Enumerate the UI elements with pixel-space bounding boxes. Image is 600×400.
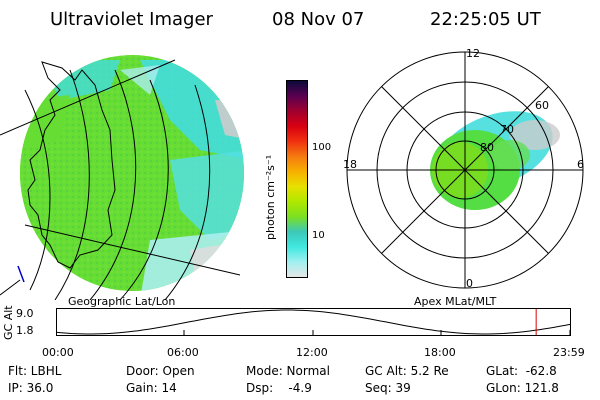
info-glat: GLat: -62.8 [486, 364, 557, 378]
mlat-label-70: 70 [500, 123, 514, 136]
alt-ytick-max: 9.0 [16, 307, 34, 320]
info-dsp: Dsp: -4.9 [246, 381, 312, 395]
info-gc-alt: GC Alt: 5.2 Re [365, 364, 449, 378]
mlat-label-60: 60 [535, 99, 549, 112]
mlt-label-12: 12 [466, 47, 480, 60]
info-glon: GLon: 121.8 [486, 381, 559, 395]
colorbar-tick-100: 100 [312, 142, 332, 153]
info-ip: IP: 36.0 [8, 381, 54, 395]
info-seq: Seq: 39 [365, 381, 411, 395]
instrument-title: Ultraviolet Imager [50, 9, 213, 30]
mlt-label-18: 18 [343, 158, 357, 171]
info-mode: Mode: Normal [246, 364, 330, 378]
mlat-label-80: 80 [480, 141, 494, 154]
altitude-curve [56, 309, 571, 335]
colorbar [286, 80, 308, 278]
alt-xtick-3: 18:00 [424, 346, 456, 359]
observation-date: 08 Nov 07 [272, 9, 365, 30]
colorbar-label: photon cm⁻²s⁻¹ [264, 154, 277, 240]
observation-time: 22:25:05 UT [430, 9, 541, 30]
polar-map-label: Apex MLat/MLT [414, 295, 497, 308]
polar-map: 12 18 6 0 60 70 80 [343, 47, 584, 290]
info-gain: Gain: 14 [126, 381, 177, 395]
alt-ytick-min: 1.8 [16, 324, 34, 337]
geographic-map [0, 55, 244, 300]
mlt-label-0: 0 [466, 277, 473, 290]
info-filter: Flt: LBHL [8, 364, 62, 378]
alt-plot-ylabel: GC Alt [2, 305, 15, 340]
alt-xtick-4: 23:59 [553, 346, 585, 359]
info-door: Door: Open [126, 364, 195, 378]
colorbar-tick-10: 10 [312, 230, 325, 241]
alt-xtick-2: 12:00 [296, 346, 328, 359]
alt-xtick-1: 06:00 [167, 346, 199, 359]
altitude-plot [56, 308, 571, 336]
mlt-label-6: 6 [577, 158, 584, 171]
geo-map-label: Geographic Lat/Lon [68, 295, 176, 308]
alt-xtick-0: 00:00 [42, 346, 74, 359]
